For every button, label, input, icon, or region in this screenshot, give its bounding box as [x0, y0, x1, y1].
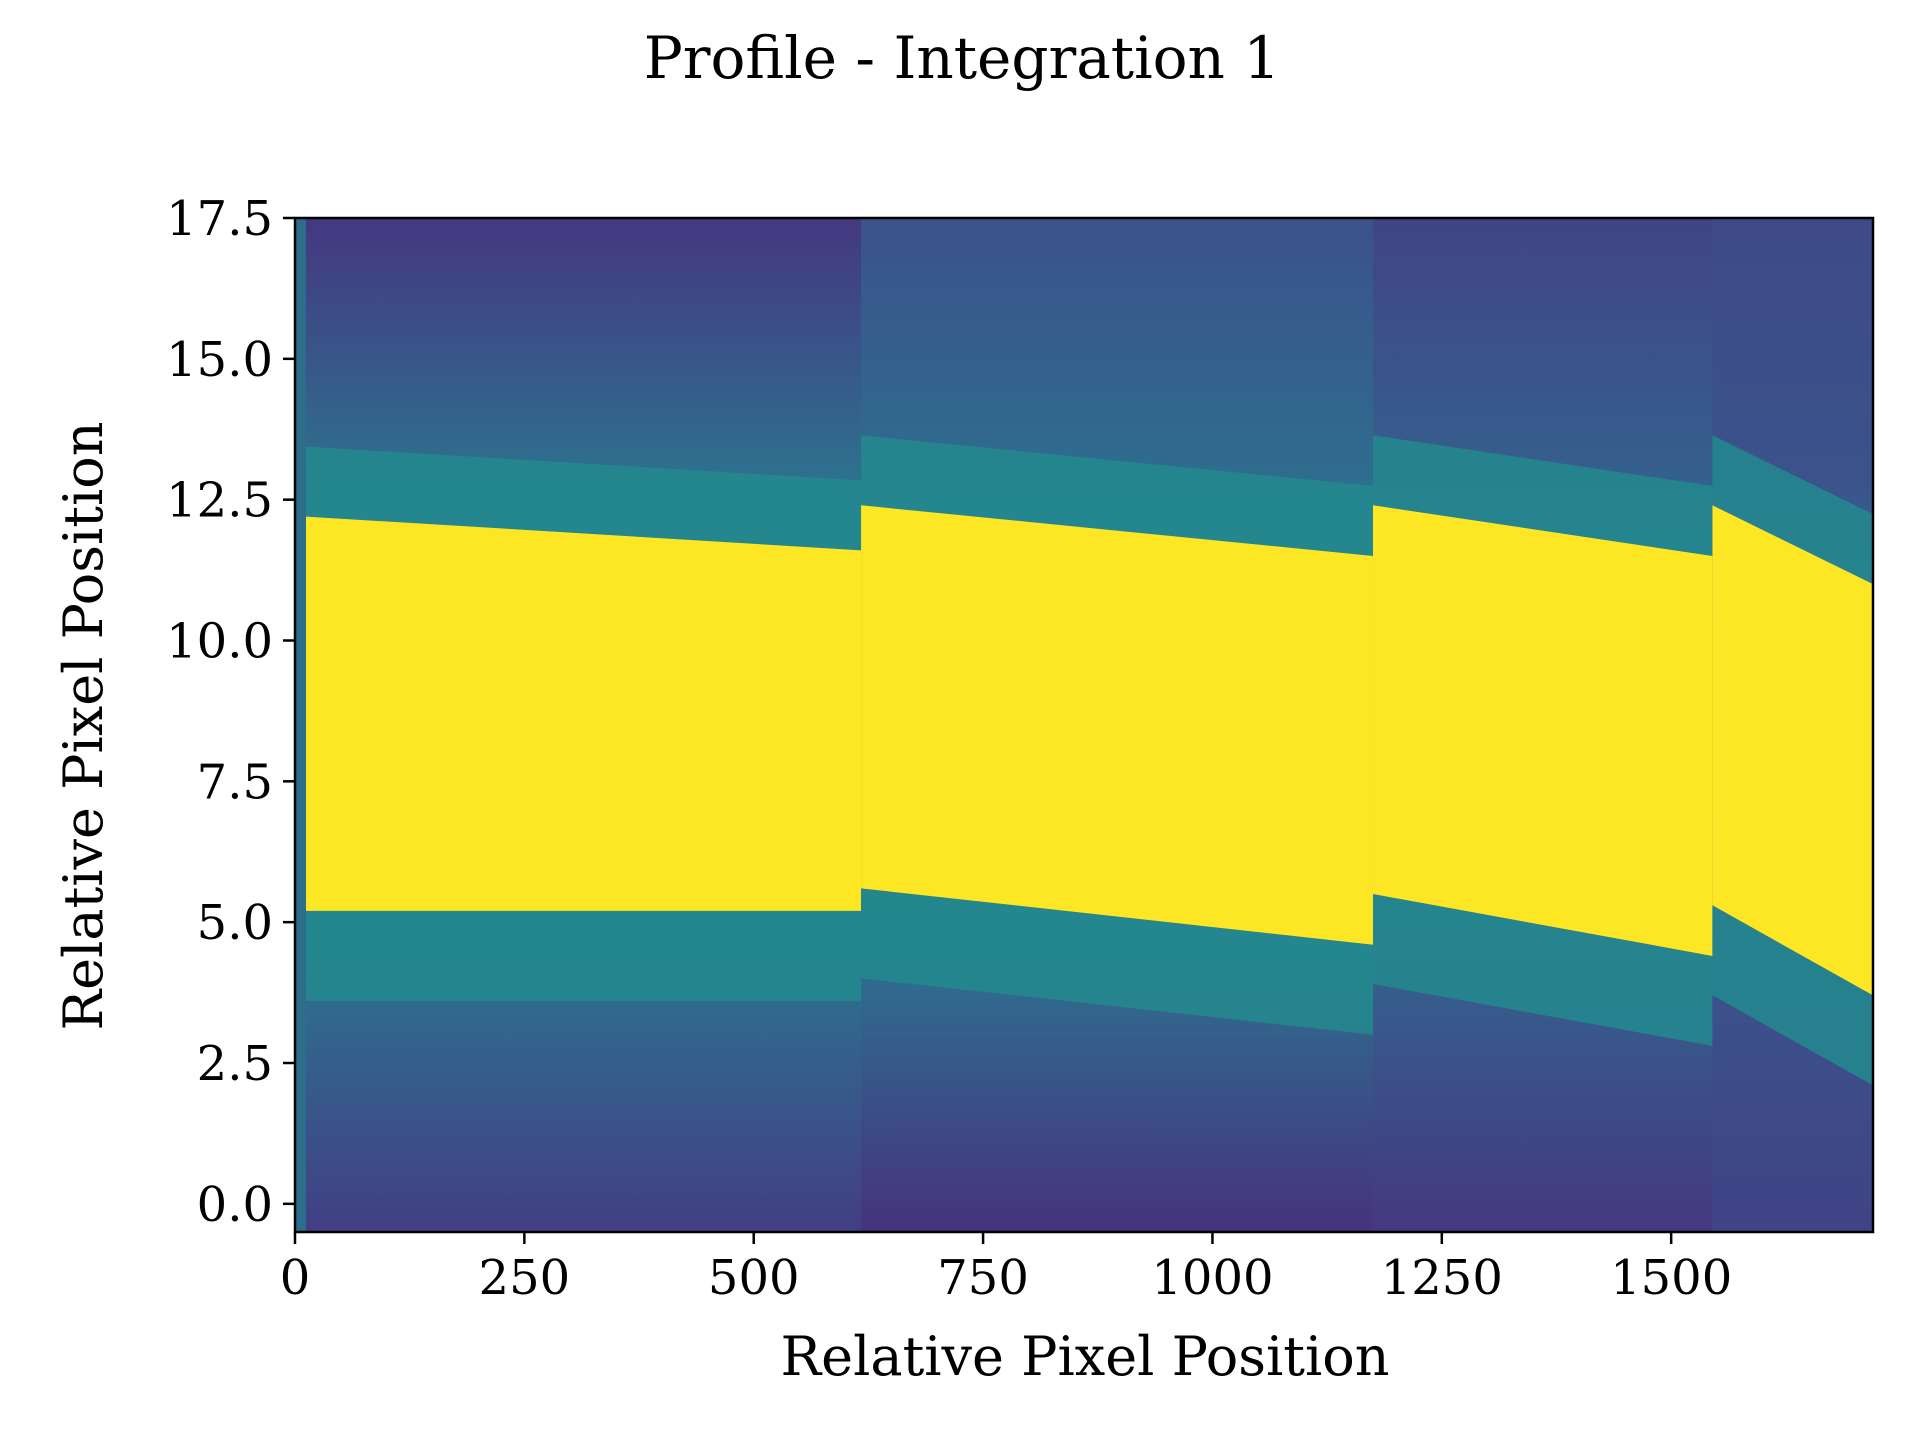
- y-axis: 0.0 2.5 5.0 7.5 10.0 12.5 15.0 17.5: [166, 191, 295, 1233]
- trace-halo-upper: [1372, 435, 1713, 556]
- plot-frame: [293, 216, 1875, 1234]
- trace-halo-upper: [306, 446, 862, 551]
- trace-band: [861, 505, 1373, 945]
- trace-band: [1372, 505, 1713, 956]
- x-tick-label: 750: [937, 1250, 1029, 1306]
- trace-halo-lower: [1372, 894, 1713, 1046]
- x-tick-label: 1500: [1610, 1250, 1732, 1306]
- trace-halo-lower: [306, 910, 862, 1001]
- y-tick-label: 10.0: [166, 614, 273, 670]
- x-axis: 0 250 500 750 1000 1250 1500: [280, 1232, 1732, 1306]
- trace-halo-upper: [861, 435, 1373, 556]
- x-tick-label: 1250: [1381, 1250, 1503, 1306]
- y-tick-label: 5.0: [197, 895, 273, 951]
- y-tick-label: 7.5: [197, 754, 273, 810]
- x-tick-label: 1000: [1151, 1250, 1273, 1306]
- x-tick-label: 250: [479, 1250, 571, 1306]
- chart-title: Profile - Integration 1: [644, 24, 1281, 92]
- trace-halo-lower: [861, 888, 1373, 1035]
- x-tick-label: 0: [280, 1250, 311, 1306]
- plot-area: [295, 218, 1873, 1232]
- trace-halo-lower: [1712, 905, 1873, 1086]
- trace-band: [1712, 505, 1873, 996]
- y-tick-label: 17.5: [166, 191, 273, 247]
- left-edge-column: [295, 218, 307, 1232]
- y-tick-label: 15.0: [166, 332, 273, 388]
- x-axis-label: Relative Pixel Position: [780, 1325, 1389, 1388]
- trace-halo-upper: [1712, 435, 1873, 585]
- y-axis-label: Relative Pixel Position: [52, 421, 115, 1030]
- y-tick-label: 2.5: [197, 1036, 273, 1092]
- x-tick-label: 500: [708, 1250, 800, 1306]
- y-tick-label: 12.5: [166, 473, 273, 529]
- y-tick-label: 0.0: [197, 1177, 273, 1233]
- trace-band: [306, 516, 862, 911]
